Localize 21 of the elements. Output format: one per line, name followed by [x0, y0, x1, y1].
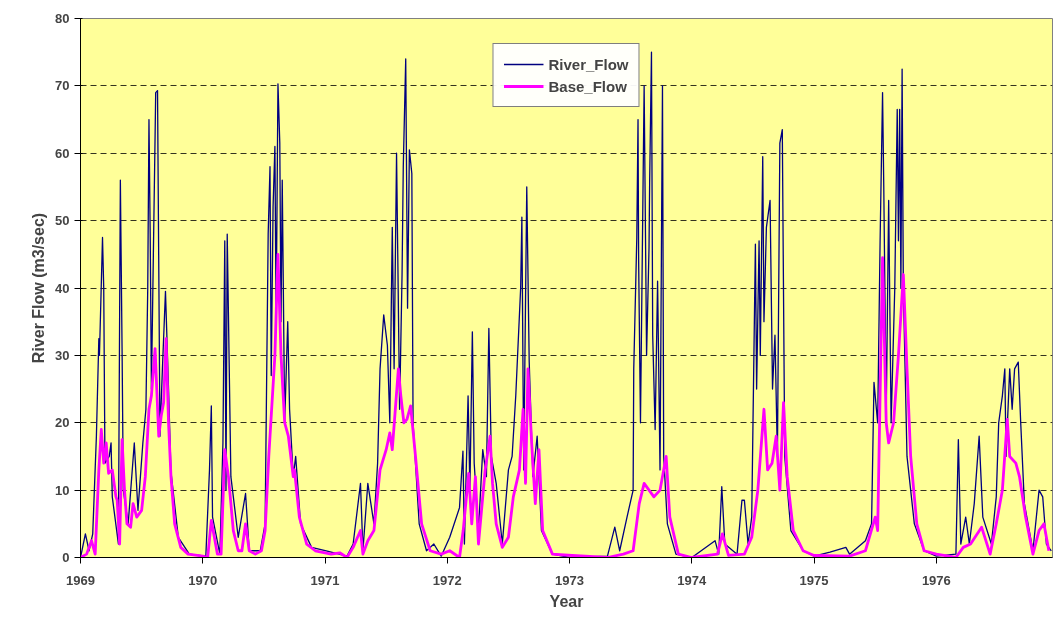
x-tick-label: 1974 — [677, 572, 708, 588]
x-tick-label: 1971 — [310, 572, 340, 588]
y-tick-label: 20 — [55, 415, 70, 431]
y-tick-label: 80 — [55, 11, 70, 26]
x-tick-label: 1972 — [432, 572, 462, 588]
y-tick-label: 10 — [55, 482, 70, 498]
legend-label: Base_Flow — [548, 77, 627, 95]
y-tick-label: 60 — [55, 145, 70, 161]
y-tick-label: 50 — [55, 213, 70, 229]
x-tick-label: 1969 — [66, 572, 95, 588]
x-tick-label: 1975 — [799, 572, 829, 588]
x-tick-label: 1970 — [188, 572, 218, 588]
y-tick-label: 0 — [62, 550, 70, 565]
x-axis-title: Year — [549, 592, 584, 610]
y-axis-title: River Flow (m3/sec) — [30, 212, 48, 364]
y-tick-label: 70 — [55, 78, 70, 94]
legend-label: River_Flow — [548, 55, 629, 73]
x-tick-label: 1973 — [555, 572, 585, 588]
y-tick-label: 40 — [55, 280, 70, 296]
y-tick-label: 30 — [55, 347, 70, 363]
x-tick-label: 1976 — [921, 572, 951, 588]
